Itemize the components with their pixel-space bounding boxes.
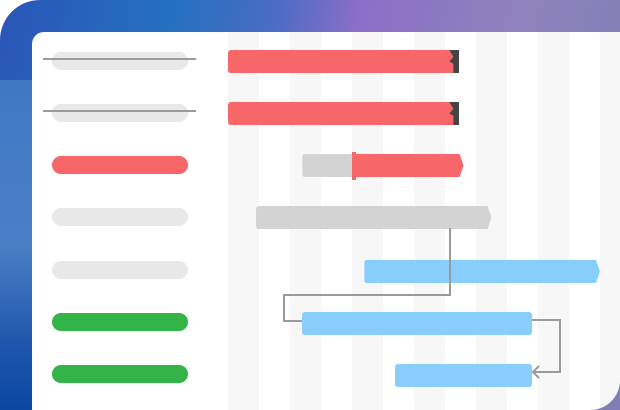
grid-column xyxy=(600,32,620,410)
grid-column xyxy=(538,32,569,410)
strikethrough-line xyxy=(43,58,196,60)
gantt-panel xyxy=(32,32,620,410)
task-bar-6[interactable] xyxy=(302,312,532,335)
task-label-6[interactable] xyxy=(52,313,188,331)
task-bar-5[interactable] xyxy=(364,260,600,283)
task-bar-4[interactable] xyxy=(256,206,492,229)
task-bar-3[interactable] xyxy=(302,154,463,177)
dependency-links xyxy=(283,228,561,379)
task-label-7[interactable] xyxy=(52,365,188,383)
arrow-head-icon xyxy=(531,365,540,379)
flag-icon xyxy=(449,50,460,73)
dependency-link-2 xyxy=(532,319,561,373)
dependency-link-1 xyxy=(283,228,451,322)
task-bar-1[interactable] xyxy=(228,50,460,73)
task-bar-2[interactable] xyxy=(228,102,460,125)
flag-icon xyxy=(449,102,460,125)
grid-column xyxy=(228,32,259,410)
task-label-3[interactable] xyxy=(52,156,188,174)
progress-marker[interactable] xyxy=(351,152,356,180)
task-label-2[interactable] xyxy=(52,104,188,122)
strikethrough-line xyxy=(43,110,196,112)
task-label-5[interactable] xyxy=(52,261,188,279)
task-label-1[interactable] xyxy=(52,52,188,70)
task-label-4[interactable] xyxy=(52,208,188,226)
task-bar-7[interactable] xyxy=(395,364,532,387)
